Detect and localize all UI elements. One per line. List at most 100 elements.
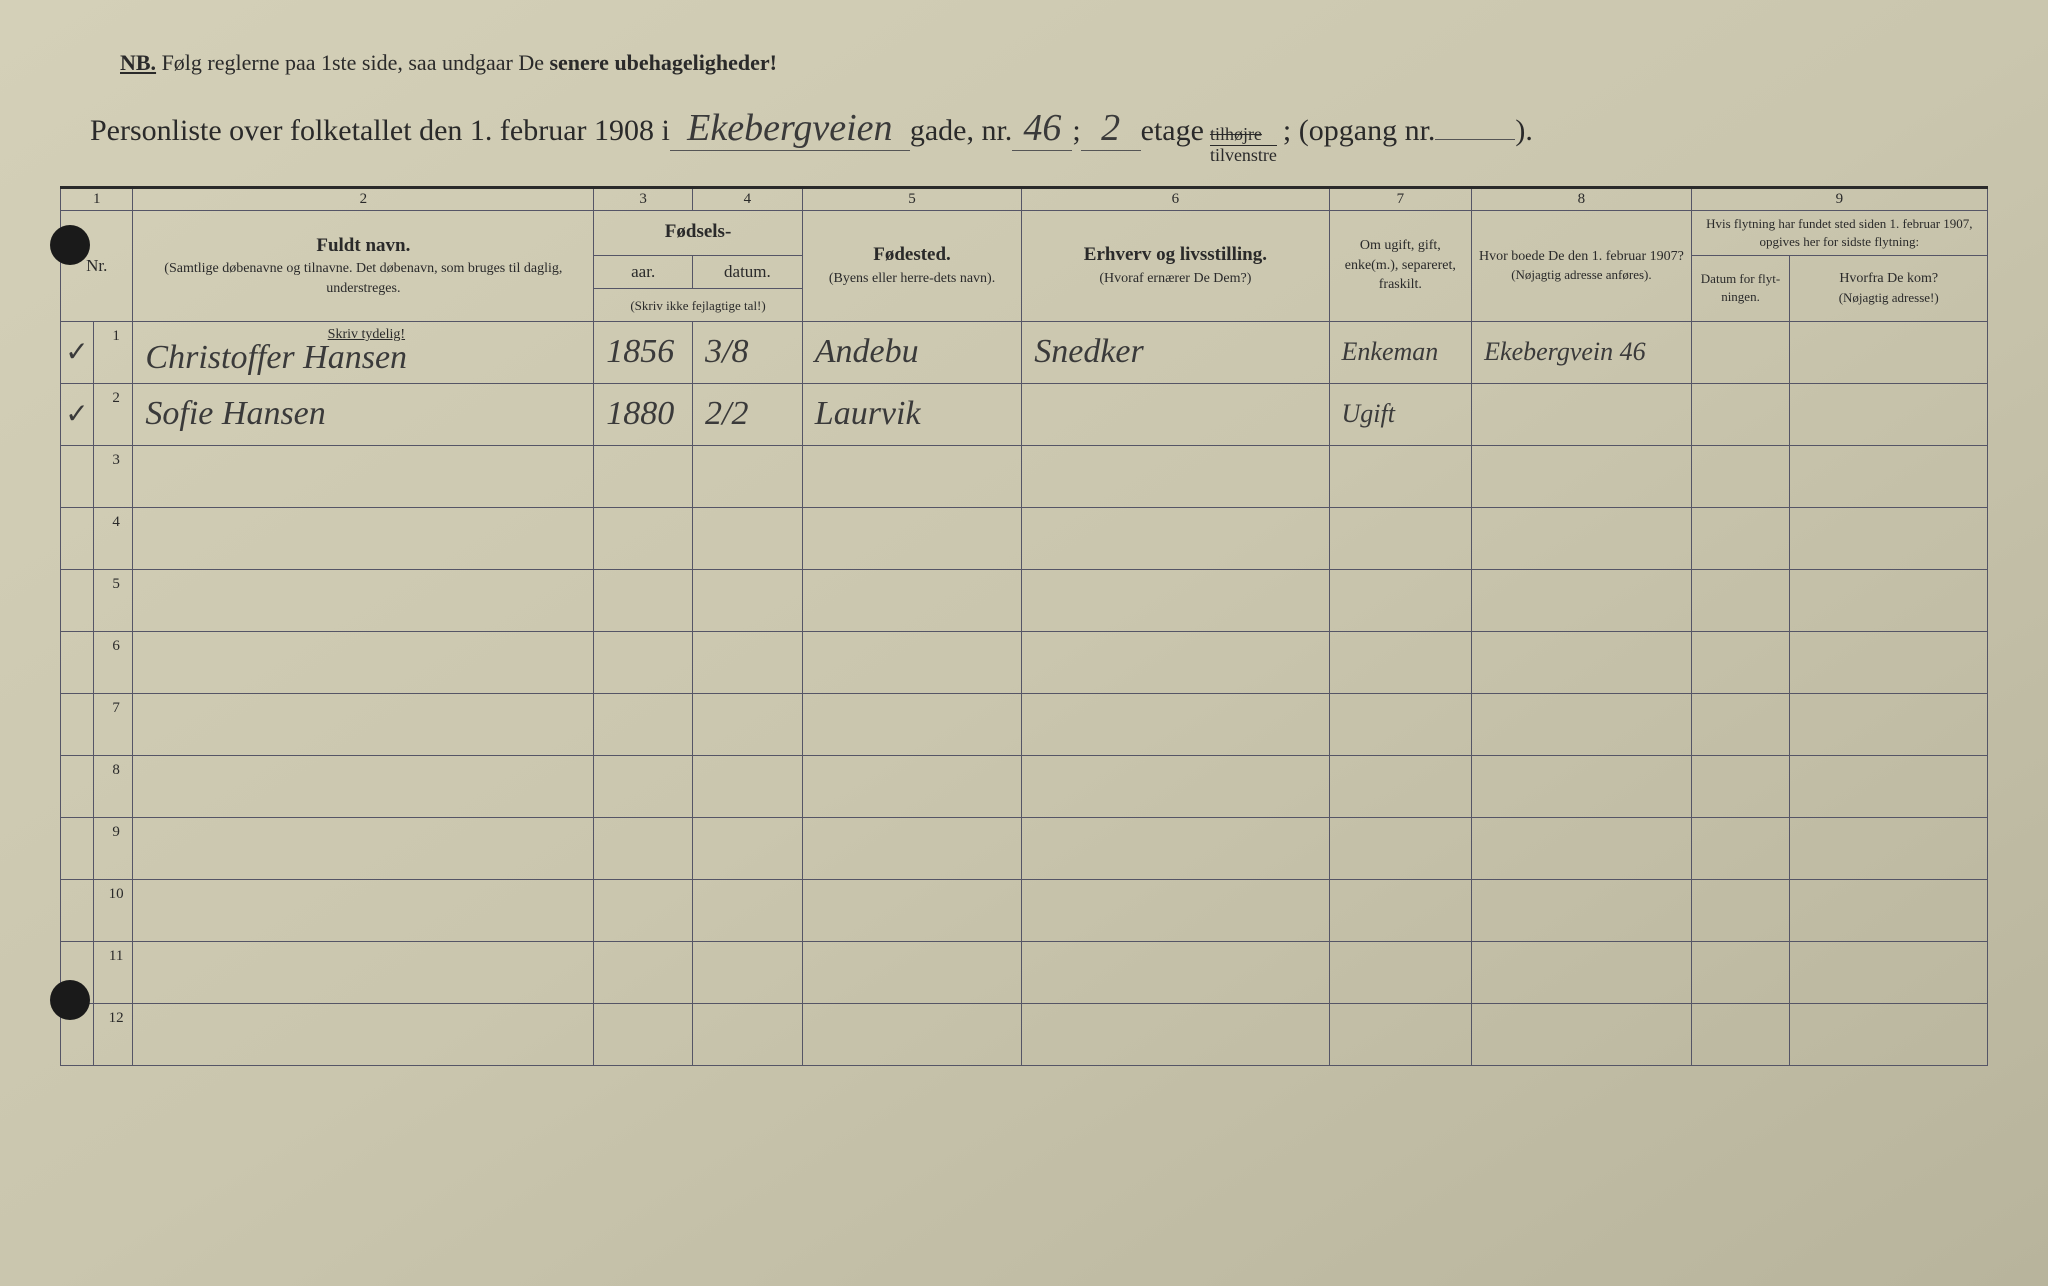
cell-occupation bbox=[1022, 569, 1329, 631]
side-fraction: tilhøjre tilvenstre bbox=[1210, 125, 1277, 166]
cell-move_date bbox=[1691, 321, 1790, 383]
table-row: 7 bbox=[61, 693, 1988, 755]
cell-marital bbox=[1329, 755, 1472, 817]
cell-move_date bbox=[1691, 1003, 1790, 1065]
row-number: 9 bbox=[93, 817, 133, 879]
semicolon: ; bbox=[1072, 114, 1080, 148]
row-check: ✓ bbox=[61, 321, 94, 383]
cell-date bbox=[693, 1003, 803, 1065]
cell-year bbox=[594, 941, 693, 1003]
cell-prev_addr bbox=[1472, 445, 1691, 507]
cell-occupation bbox=[1022, 817, 1329, 879]
cell-occupation bbox=[1022, 693, 1329, 755]
cell-marital bbox=[1329, 817, 1472, 879]
cell-name: Sofie Hansen bbox=[133, 383, 594, 445]
cell-date bbox=[693, 879, 803, 941]
etage-label: etage bbox=[1141, 114, 1204, 148]
cell-move_date bbox=[1691, 445, 1790, 507]
header-erhverv: Erhverv og livsstilling. (Hvoraf ernærer… bbox=[1022, 210, 1329, 321]
row-number: 6 bbox=[93, 631, 133, 693]
cell-birthplace: Andebu bbox=[802, 321, 1021, 383]
header-skriv-ikke: (Skriv ikke fejlagtige tal!) bbox=[594, 288, 802, 321]
cell-prev_addr bbox=[1472, 879, 1691, 941]
cell-occupation bbox=[1022, 507, 1329, 569]
header-name: Fuldt navn. (Samtlige døbenavne og tilna… bbox=[133, 210, 594, 321]
cell-date bbox=[693, 569, 803, 631]
cell-date: 2/2 bbox=[693, 383, 803, 445]
table-row: 8 bbox=[61, 755, 1988, 817]
header-fodsels: Fødsels- bbox=[594, 210, 802, 255]
colnum-7: 7 bbox=[1329, 189, 1472, 211]
row-check bbox=[61, 569, 94, 631]
table-row: 9 bbox=[61, 817, 1988, 879]
house-number: 46 bbox=[1012, 106, 1072, 151]
cell-year bbox=[594, 569, 693, 631]
cell-from bbox=[1790, 817, 1988, 879]
header-name-sub: (Samtlige døbenavne og tilnavne. Det døb… bbox=[139, 259, 587, 298]
row-check bbox=[61, 631, 94, 693]
colnum-4: 4 bbox=[693, 189, 803, 211]
cell-year: 1880 bbox=[594, 383, 693, 445]
header-name-main: Fuldt navn. bbox=[139, 233, 587, 260]
cell-prev_addr bbox=[1472, 507, 1691, 569]
cell-occupation bbox=[1022, 879, 1329, 941]
cell-from bbox=[1790, 879, 1988, 941]
nb-warning: NB. Følg reglerne paa 1ste side, saa und… bbox=[120, 50, 1988, 76]
row-number: 4 bbox=[93, 507, 133, 569]
cell-year bbox=[594, 507, 693, 569]
cell-name bbox=[133, 693, 594, 755]
row-check bbox=[61, 693, 94, 755]
table-body: ✓1Skriv tydelig!Christoffer Hansen18563/… bbox=[61, 321, 1988, 1065]
cell-year bbox=[594, 817, 693, 879]
cell-name bbox=[133, 569, 594, 631]
cell-prev_addr bbox=[1472, 631, 1691, 693]
cell-name bbox=[133, 1003, 594, 1065]
table-row: 12 bbox=[61, 1003, 1988, 1065]
table-row: 10 bbox=[61, 879, 1988, 941]
cell-marital bbox=[1329, 879, 1472, 941]
header-datum-flyt: Datum for flyt-ningen. bbox=[1691, 255, 1790, 321]
row-check bbox=[61, 879, 94, 941]
cell-prev_addr bbox=[1472, 693, 1691, 755]
cell-move_date bbox=[1691, 569, 1790, 631]
cell-birthplace bbox=[802, 755, 1021, 817]
cell-birthplace bbox=[802, 631, 1021, 693]
cell-from bbox=[1790, 941, 1988, 1003]
header-prev-addr: Hvor boede De den 1. februar 1907? (Nøja… bbox=[1472, 210, 1691, 321]
nb-prefix: NB. bbox=[120, 50, 156, 75]
census-table: 1 2 3 4 5 6 7 8 9 Nr. Fuldt navn. (Samtl… bbox=[60, 189, 1988, 1066]
cell-marital bbox=[1329, 569, 1472, 631]
colnum-9: 9 bbox=[1691, 189, 1987, 211]
cell-occupation bbox=[1022, 1003, 1329, 1065]
cell-move_date bbox=[1691, 755, 1790, 817]
cell-from bbox=[1790, 445, 1988, 507]
cell-name bbox=[133, 631, 594, 693]
cell-year bbox=[594, 755, 693, 817]
nb-emphasis: senere ubehageligheder! bbox=[549, 50, 777, 75]
cell-marital bbox=[1329, 1003, 1472, 1065]
title-line: Personliste over folketallet den 1. febr… bbox=[90, 106, 1988, 166]
closing-paren: ). bbox=[1515, 114, 1533, 148]
cell-name bbox=[133, 445, 594, 507]
cell-date bbox=[693, 755, 803, 817]
cell-birthplace bbox=[802, 1003, 1021, 1065]
header-flytning: Hvis flytning har fundet sted siden 1. f… bbox=[1691, 210, 1987, 255]
cell-move_date bbox=[1691, 383, 1790, 445]
cell-occupation bbox=[1022, 755, 1329, 817]
header-fodested: Fødested. (Byens eller herre-dets navn). bbox=[802, 210, 1021, 321]
cell-date: 3/8 bbox=[693, 321, 803, 383]
table-row: 5 bbox=[61, 569, 1988, 631]
cell-from bbox=[1790, 1003, 1988, 1065]
row-number: 5 bbox=[93, 569, 133, 631]
cell-prev_addr bbox=[1472, 941, 1691, 1003]
cell-prev_addr bbox=[1472, 755, 1691, 817]
cell-name bbox=[133, 941, 594, 1003]
cell-from bbox=[1790, 569, 1988, 631]
cell-prev_addr: Ekebergvein 46 bbox=[1472, 321, 1691, 383]
cell-birthplace bbox=[802, 817, 1021, 879]
header-datum: datum. bbox=[693, 255, 803, 288]
cell-birthplace bbox=[802, 569, 1021, 631]
cell-prev_addr bbox=[1472, 569, 1691, 631]
cell-marital bbox=[1329, 631, 1472, 693]
cell-from bbox=[1790, 631, 1988, 693]
